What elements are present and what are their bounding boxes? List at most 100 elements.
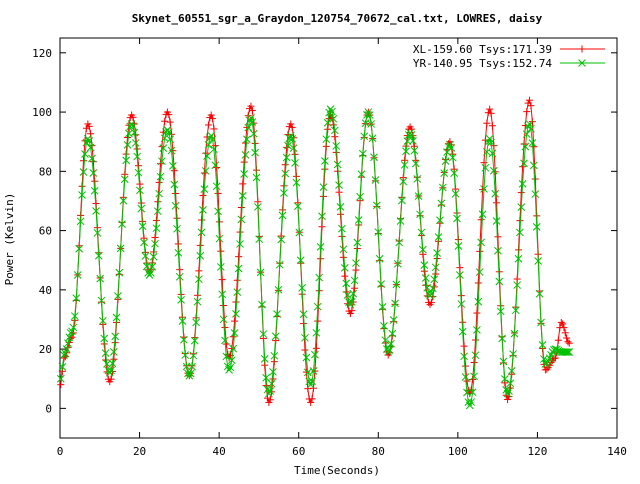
series-2-point <box>277 235 286 244</box>
series-2-point <box>69 323 78 332</box>
series-2-point <box>468 388 477 397</box>
series-2-point <box>395 238 404 247</box>
series-2-point <box>131 139 140 147</box>
x-tick-label: 140 <box>607 445 627 458</box>
series-1-point <box>169 147 177 155</box>
series-1-point <box>107 375 115 383</box>
series-1-point <box>308 395 316 403</box>
series-1-point <box>551 354 559 362</box>
series-2-point <box>414 192 423 201</box>
series-2-point <box>503 389 512 398</box>
series-2-point <box>375 254 384 263</box>
x-tick-label: 80 <box>372 445 385 458</box>
series-2-point <box>420 261 429 269</box>
series-2-point <box>170 180 179 189</box>
series-2-point <box>149 252 158 261</box>
x-tick-label: 100 <box>448 445 468 458</box>
series-2-point <box>436 216 444 225</box>
series-2-point <box>212 182 221 191</box>
series-1-point <box>269 375 277 383</box>
series-2-point <box>402 147 410 156</box>
series-2-point <box>322 135 331 144</box>
series-1-point <box>487 109 495 117</box>
series-1-point <box>91 177 99 185</box>
series-2-point <box>254 203 262 211</box>
series-1-point <box>563 334 571 342</box>
series-2-point <box>510 329 519 338</box>
series-2-point <box>166 135 175 144</box>
y-tick-label: 40 <box>39 284 52 297</box>
series-2-point <box>332 142 341 150</box>
series-2-point <box>294 202 302 211</box>
series-2-point <box>94 251 103 260</box>
series-2-point <box>427 290 436 298</box>
series-2-point <box>499 357 508 366</box>
series-1-point <box>422 281 430 289</box>
series-1-point <box>341 272 349 280</box>
series-2-point <box>83 134 92 143</box>
series-2-point <box>388 329 397 338</box>
series-1-point <box>233 276 241 284</box>
series-2-point <box>457 300 466 308</box>
series-2-point <box>407 131 416 139</box>
x-tick-label: 40 <box>213 445 226 458</box>
series-2-point <box>385 346 394 354</box>
series-2-point <box>197 228 206 237</box>
series-2-point <box>192 318 200 327</box>
series-1-point <box>215 218 223 226</box>
series-2-point <box>130 128 139 137</box>
series-2-point <box>478 210 487 219</box>
series-2-point <box>216 263 225 271</box>
series-2-point <box>467 398 476 406</box>
series-2-point <box>205 134 214 142</box>
series-2-point <box>126 122 135 131</box>
series-2-point <box>489 166 498 175</box>
series-1-point <box>166 118 174 126</box>
series-2-point <box>122 156 130 165</box>
y-tick-label: 20 <box>39 343 52 356</box>
series-2-point <box>564 348 572 356</box>
series-2-point <box>410 146 419 155</box>
series-2-point <box>288 135 297 143</box>
series-2-point <box>319 183 328 191</box>
series-2-point <box>532 222 541 231</box>
series-2-point <box>171 201 180 210</box>
series-2-point <box>115 268 124 277</box>
series-2-point <box>500 375 509 383</box>
series-1-point <box>213 164 221 172</box>
series-2-point <box>104 366 113 375</box>
series-2-point <box>79 168 88 176</box>
series-1-point <box>348 307 356 315</box>
series-1-point <box>236 228 244 236</box>
series-2-point <box>301 333 309 342</box>
series-2-point <box>86 143 95 152</box>
series-2-point <box>398 196 406 205</box>
series-2-point <box>434 233 443 241</box>
series-1-point <box>281 161 289 169</box>
series-2-point <box>90 186 99 195</box>
series-2-point <box>409 137 417 145</box>
series-2-point <box>527 124 535 133</box>
series-2-point <box>481 163 490 172</box>
series-2-point <box>399 177 408 186</box>
series-2-point <box>153 207 162 216</box>
series-2-point <box>353 238 362 247</box>
series-2-point <box>474 297 483 306</box>
x-axis-label: Time(Seconds) <box>294 464 380 477</box>
series-1-point <box>488 122 496 130</box>
series-1-point <box>202 149 210 157</box>
series-1-point <box>266 396 274 404</box>
series-2-point <box>222 352 231 361</box>
series-2-point <box>513 281 522 289</box>
series-2-point <box>378 303 387 311</box>
series-2-point <box>311 350 319 359</box>
series-2-point <box>251 148 259 157</box>
series-2-point <box>433 249 441 257</box>
plot-frame <box>59 37 618 439</box>
series-2-point <box>138 222 147 231</box>
series-2-point <box>460 352 468 361</box>
series-2-point <box>507 366 516 375</box>
series-2-point <box>520 159 528 168</box>
series-2-point <box>529 161 538 170</box>
series-2-point <box>189 351 198 360</box>
